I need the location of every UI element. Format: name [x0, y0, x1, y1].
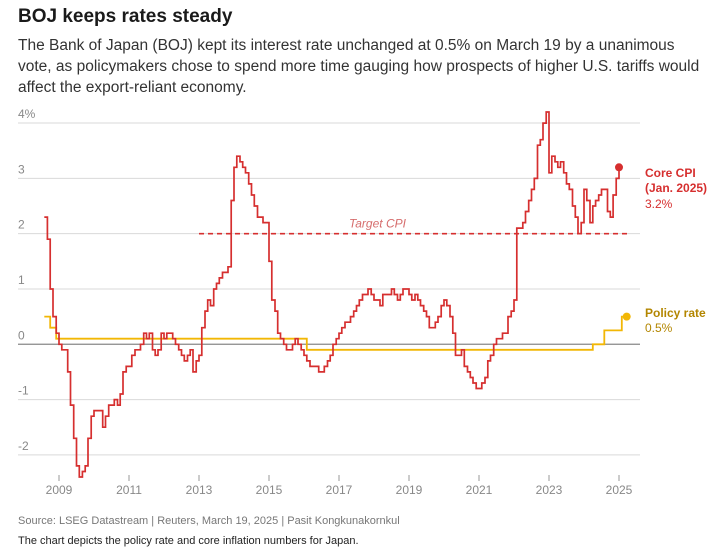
x-tick-labels: 2009 2011 2013 2015 2017 2019 2021 2023 2025	[46, 483, 633, 497]
source-note: Source: LSEG Datastream | Reuters, March…	[18, 515, 400, 527]
x-tick-label: 2025	[606, 483, 633, 497]
core-cpi-value-label: 3.2%	[645, 197, 673, 211]
policy-rate-value-label: 0.5%	[645, 321, 673, 335]
y-tick-label: -2	[18, 439, 29, 453]
x-tick-label: 2013	[186, 483, 213, 497]
x-tick-label: 2011	[116, 483, 142, 497]
y-tick-label: 3	[18, 162, 25, 176]
y-tick-label: 1	[18, 273, 25, 287]
x-tick-label: 2021	[466, 483, 493, 497]
policy-rate-endpoint	[622, 312, 631, 321]
chart-description-note: The chart depicts the policy rate and co…	[18, 535, 359, 547]
y-tick-label: 4%	[18, 107, 36, 121]
x-tick-label: 2015	[256, 483, 283, 497]
policy-rate-series-line	[44, 315, 627, 351]
y-tick-label: -1	[18, 384, 29, 398]
core-cpi-series-line	[44, 111, 620, 478]
core-cpi-label-line1: Core CPI	[645, 166, 696, 180]
y-tick-label: 2	[18, 218, 25, 232]
grid-lines	[18, 122, 640, 481]
policy-rate-label: Policy rate	[645, 306, 706, 320]
core-cpi-label-line2: (Jan. 2025)	[645, 181, 707, 195]
chart-title: BOJ keeps rates steady	[18, 6, 233, 27]
x-tick-label: 2017	[326, 483, 353, 497]
target-cpi-label: Target CPI	[349, 217, 407, 231]
x-tick-label: 2009	[46, 483, 73, 497]
chart-subtitle: The Bank of Japan (BOJ) kept its interes…	[18, 37, 700, 96]
core-cpi-endpoint	[615, 163, 623, 172]
y-tick-label: 0	[18, 328, 25, 342]
x-tick-label: 2019	[396, 483, 423, 497]
y-tick-labels: 4% 3 2 1 0 -1 -2	[18, 107, 36, 453]
x-tick-label: 2023	[536, 483, 563, 497]
